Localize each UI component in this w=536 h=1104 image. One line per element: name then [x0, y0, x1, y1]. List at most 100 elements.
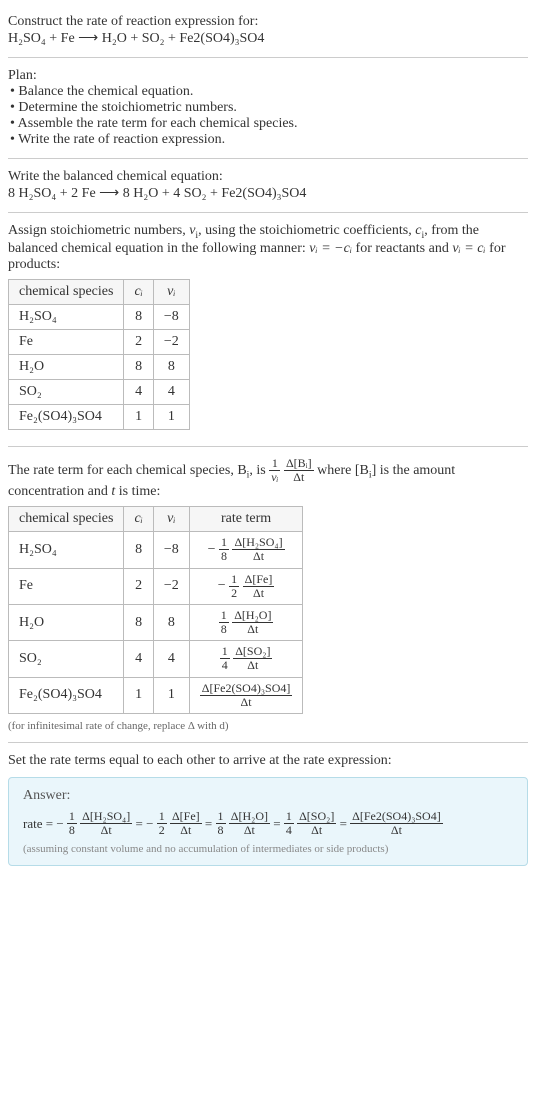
coef-frac: 18 [219, 609, 229, 636]
vi-cell: −8 [153, 304, 189, 329]
coef-frac: 18 [216, 810, 226, 837]
table-row: H₂O88 [9, 354, 190, 379]
coef-frac: 12 [157, 810, 167, 837]
species-cell: SO₂ [9, 641, 124, 677]
delta-frac: Δ[SO₂]Δt [233, 645, 272, 672]
col-vi: νᵢ [153, 279, 189, 304]
ci-cell: 1 [124, 404, 153, 429]
ci-cell: 1 [124, 677, 153, 713]
stoich-table: chemical species cᵢ νᵢ H₂SO₄8−8 Fe2−2 H₂… [8, 279, 190, 430]
sign: − [218, 578, 226, 594]
table-row: Fe 2 −2 − 12 Δ[Fe]Δt [9, 568, 303, 604]
delta-frac: Δ[Bᵢ]Δt [284, 457, 314, 484]
table-row: SO₂ 4 4 14 Δ[SO₂]Δt [9, 641, 303, 677]
equals: = [273, 816, 280, 832]
col-rateterm: rate term [189, 507, 303, 532]
balanced-title: Write the balanced chemical equation: [8, 169, 528, 185]
vi-cell: 8 [153, 604, 189, 640]
delta-frac: Δ[H₂O]Δt [229, 810, 270, 837]
rateterm-text: where [B [317, 463, 369, 478]
ci-cell: 2 [124, 329, 153, 354]
col-species: chemical species [9, 279, 124, 304]
species-cell: H₂SO₄ [9, 532, 124, 568]
divider [8, 158, 528, 159]
table-row: Fe2−2 [9, 329, 190, 354]
coef-frac: 12 [229, 573, 239, 600]
vi-cell: −2 [153, 568, 189, 604]
plan-section: Plan: • Balance the chemical equation. •… [8, 62, 528, 154]
divider [8, 742, 528, 743]
divider [8, 57, 528, 58]
table-row: H₂O 8 8 18 Δ[H₂O]Δt [9, 604, 303, 640]
delta-frac: Δ[H₂O]Δt [232, 609, 273, 636]
setequal-text: Set the rate terms equal to each other t… [8, 753, 528, 769]
plan-item: • Balance the chemical equation. [8, 84, 528, 100]
coef-frac: 1νᵢ [269, 457, 280, 484]
sign: − [56, 816, 63, 832]
vi-cell: −8 [153, 532, 189, 568]
rateterm-text: The rate term for each chemical species,… [8, 463, 247, 478]
vi-cell: 1 [153, 404, 189, 429]
assign-text: Assign stoichiometric numbers, [8, 223, 189, 238]
table-header-row: chemical species cᵢ νᵢ rate term [9, 507, 303, 532]
species-cell: Fe₂(SO4)₃SO4 [9, 404, 124, 429]
coef-frac: 18 [67, 810, 77, 837]
rateterm-cell: 14 Δ[SO₂]Δt [189, 641, 303, 677]
equals: = [205, 816, 212, 832]
balanced-equation: 8 H₂SO₄ + 2 Fe ⟶ 8 H₂O + 4 SO₂ + Fe2(SO4… [8, 185, 528, 202]
col-vi: νᵢ [153, 507, 189, 532]
rateterm-cell: Δ[Fe2(SO4)₃SO4]Δt [189, 677, 303, 713]
delta-frac: Δ[H₂SO₄]Δt [80, 810, 132, 837]
plan-item: • Assemble the rate term for each chemic… [8, 116, 528, 132]
species-cell: Fe [9, 329, 124, 354]
assign-text: for reactants and [352, 241, 452, 256]
species-cell: Fe [9, 568, 124, 604]
rateterm-text: is time: [115, 484, 160, 499]
divider [8, 446, 528, 447]
delta-frac: Δ[Fe2(SO4)₃SO4]Δt [350, 810, 443, 837]
species-cell: H₂O [9, 604, 124, 640]
answer-label: Answer: [23, 788, 513, 804]
rateterm-text: , is [249, 463, 269, 478]
delta-frac: Δ[SO₂]Δt [297, 810, 336, 837]
balanced-rhs: 8 H₂O + 4 SO₂ + Fe2(SO4)₃SO4 [123, 186, 307, 201]
setequal-section: Set the rate terms equal to each other t… [8, 747, 528, 872]
vi-cell: 1 [153, 677, 189, 713]
species-cell: H₂SO₄ [9, 304, 124, 329]
sign: − [146, 816, 153, 832]
delta-frac: Δ[Fe]Δt [170, 810, 202, 837]
ci-cell: 8 [124, 532, 153, 568]
divider [8, 212, 528, 213]
species-cell: Fe₂(SO4)₃SO4 [9, 677, 124, 713]
ci-cell: 4 [124, 641, 153, 677]
rate-prefix: rate = [23, 816, 53, 832]
plan-item: • Determine the stoichiometric numbers. [8, 100, 528, 116]
delta-frac: Δ[Fe]Δt [243, 573, 275, 600]
vi-cell: −2 [153, 329, 189, 354]
table-row: H₂SO₄8−8 [9, 304, 190, 329]
table-row: Fe₂(SO4)₃SO4 1 1 Δ[Fe2(SO4)₃SO4]Δt [9, 677, 303, 713]
table-row: Fe₂(SO4)₃SO411 [9, 404, 190, 429]
arrow: ⟶ [99, 186, 119, 201]
rateterm-table: chemical species cᵢ νᵢ rate term H₂SO₄ 8… [8, 506, 303, 714]
table-header-row: chemical species cᵢ νᵢ [9, 279, 190, 304]
ci-cell: 8 [124, 354, 153, 379]
table-row: H₂SO₄ 8 −8 − 18 Δ[H₂SO₄]Δt [9, 532, 303, 568]
eq-lhs: H₂SO₄ + Fe [8, 31, 75, 46]
col-species: chemical species [9, 507, 124, 532]
answer-note: (assuming constant volume and no accumul… [23, 843, 513, 855]
ci-cell: 4 [124, 379, 153, 404]
construct-text: Construct the rate of reaction expressio… [8, 14, 528, 30]
infinitesimal-note: (for infinitesimal rate of change, repla… [8, 720, 528, 732]
ci-cell: 8 [124, 604, 153, 640]
col-ci: cᵢ [124, 279, 153, 304]
vi-cell: 8 [153, 354, 189, 379]
rateterm-cell: − 12 Δ[Fe]Δt [189, 568, 303, 604]
vi-cell: 4 [153, 379, 189, 404]
balanced-section: Write the balanced chemical equation: 8 … [8, 163, 528, 208]
equals: = [340, 816, 347, 832]
delta-frac: Δ[H₂SO₄]Δt [232, 536, 284, 563]
ci-cell: 2 [124, 568, 153, 604]
equals: = [136, 816, 143, 832]
plan-item: • Write the rate of reaction expression. [8, 132, 528, 148]
